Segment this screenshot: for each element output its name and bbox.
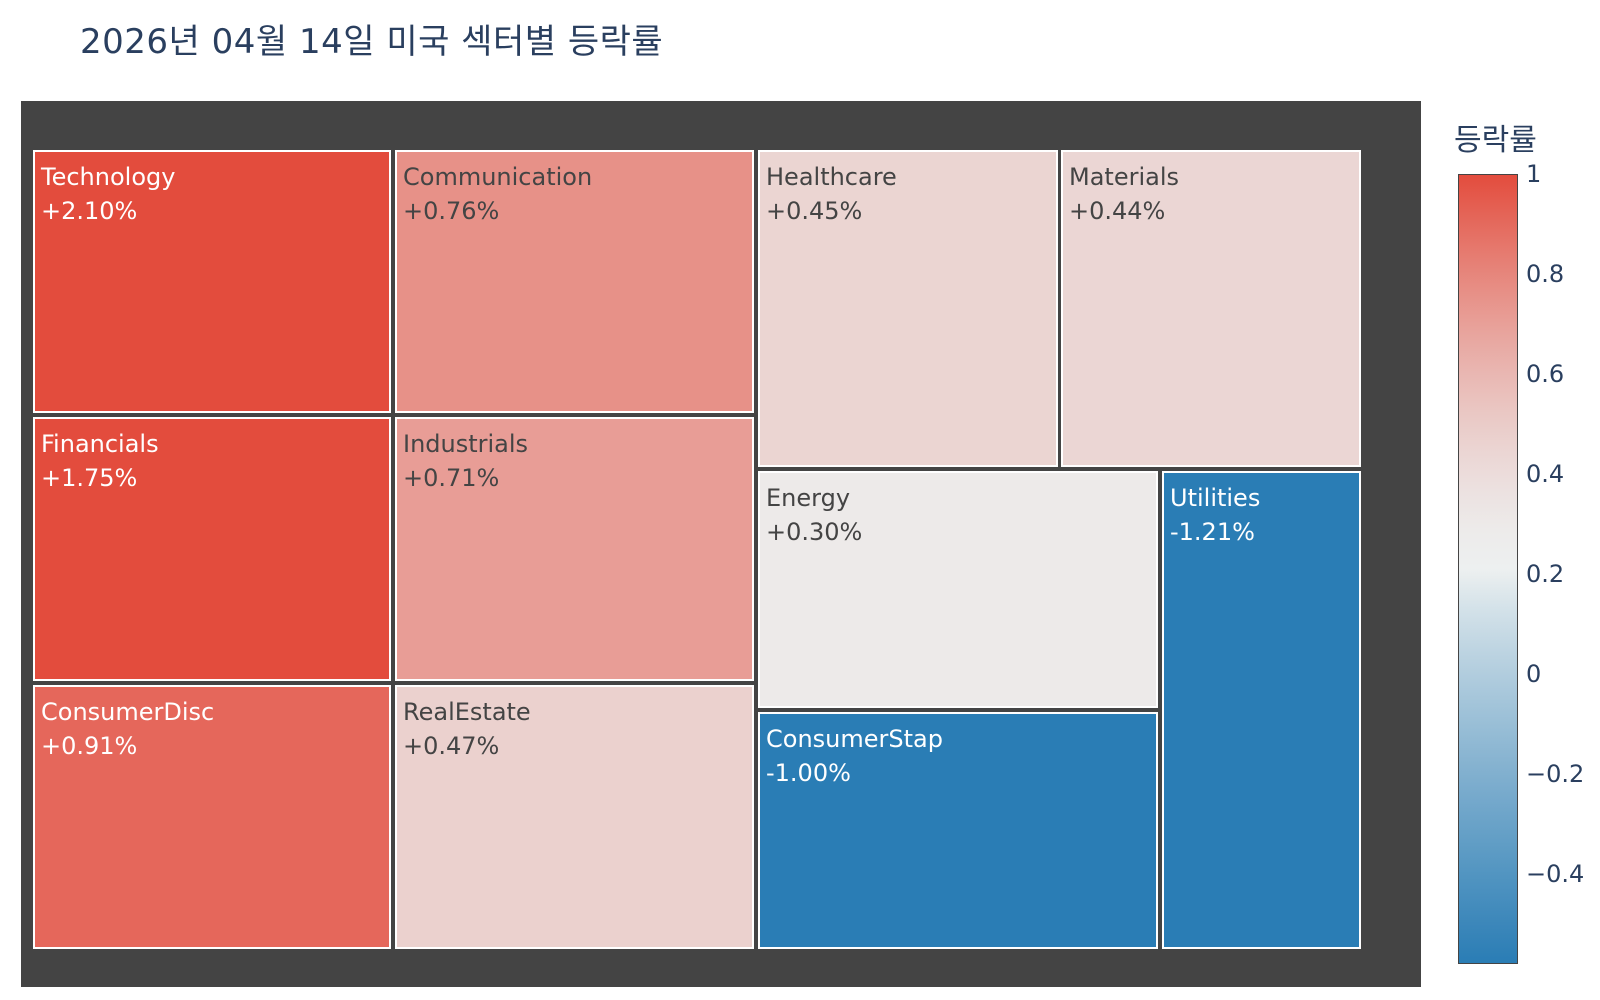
colorbar-tick-label: −0.2 xyxy=(1526,760,1585,788)
tile-value-technology: +2.10% xyxy=(41,197,138,225)
tile-label-communication: Communication +0.76% xyxy=(403,160,592,228)
tile-value-consumerstap: -1.00% xyxy=(766,759,851,787)
tile-name-energy: Energy xyxy=(766,484,851,512)
colorbar-tick-label: 0.2 xyxy=(1526,560,1565,588)
tile-healthcare[interactable]: Healthcare +0.45% xyxy=(758,150,1058,467)
tile-label-energy: Energy +0.30% xyxy=(766,481,862,549)
tile-value-materials: +0.44% xyxy=(1069,197,1166,225)
tile-label-consumerstap: ConsumerStap -1.00% xyxy=(766,722,943,790)
tile-utilities[interactable]: Utilities -1.21% xyxy=(1162,471,1361,949)
tile-name-consumerstap: ConsumerStap xyxy=(766,725,943,753)
colorbar-tick-label: 0.4 xyxy=(1526,460,1565,488)
tile-value-energy: +0.30% xyxy=(766,518,863,546)
tile-materials[interactable]: Materials +0.44% xyxy=(1061,150,1361,467)
tile-financials[interactable]: Financials +1.75% xyxy=(33,417,391,681)
tile-name-utilities: Utilities xyxy=(1170,484,1261,512)
tile-name-consumerdisc: ConsumerDisc xyxy=(41,698,215,726)
tile-label-consumerdisc: ConsumerDisc +0.91% xyxy=(41,695,214,763)
tile-name-financials: Financials xyxy=(41,430,159,458)
tile-consumerstap[interactable]: ConsumerStap -1.00% xyxy=(758,712,1158,949)
tile-value-consumerdisc: +0.91% xyxy=(41,732,138,760)
tile-label-realestate: RealEstate +0.47% xyxy=(403,695,531,763)
tile-value-industrials: +0.71% xyxy=(403,464,500,492)
tile-label-technology: Technology +2.10% xyxy=(41,160,175,228)
tile-value-communication: +0.76% xyxy=(403,197,500,225)
colorbar xyxy=(1458,174,1518,964)
colorbar-title: 등락률 xyxy=(1454,123,1537,158)
tile-value-financials: +1.75% xyxy=(41,464,138,492)
colorbar-tick-label: 1 xyxy=(1526,160,1542,188)
tile-name-healthcare: Healthcare xyxy=(766,163,897,191)
tile-name-industrials: Industrials xyxy=(403,430,529,458)
colorbar-tick-label: 0 xyxy=(1526,660,1542,688)
tile-energy[interactable]: Energy +0.30% xyxy=(758,471,1158,708)
tile-value-utilities: -1.21% xyxy=(1170,518,1255,546)
tile-label-financials: Financials +1.75% xyxy=(41,427,159,495)
colorbar-tick-label: 0.8 xyxy=(1526,260,1565,288)
tile-realestate[interactable]: RealEstate +0.47% xyxy=(395,685,754,949)
chart-title: 2026년 04월 14일 미국 섹터별 등락률 xyxy=(80,22,664,62)
colorbar-tick-label: 0.6 xyxy=(1526,360,1565,388)
tile-name-realestate: RealEstate xyxy=(403,698,531,726)
tile-name-communication: Communication xyxy=(403,163,593,191)
tile-value-realestate: +0.47% xyxy=(403,732,500,760)
tile-label-industrials: Industrials +0.71% xyxy=(403,427,528,495)
tile-name-technology: Technology xyxy=(41,163,176,191)
tile-communication[interactable]: Communication +0.76% xyxy=(395,150,754,413)
tile-industrials[interactable]: Industrials +0.71% xyxy=(395,417,754,681)
tile-name-materials: Materials xyxy=(1069,163,1180,191)
colorbar-tick-label: −0.4 xyxy=(1526,860,1585,888)
tile-label-healthcare: Healthcare +0.45% xyxy=(766,160,897,228)
tile-technology[interactable]: Technology +2.10% xyxy=(33,150,391,413)
treemap-frame: Technology +2.10% Communication +0.76% H… xyxy=(21,101,1421,987)
tile-label-materials: Materials +0.44% xyxy=(1069,160,1179,228)
tile-label-utilities: Utilities -1.21% xyxy=(1170,481,1260,549)
tile-consumerdisc[interactable]: ConsumerDisc +0.91% xyxy=(33,685,391,949)
tile-value-healthcare: +0.45% xyxy=(766,197,863,225)
